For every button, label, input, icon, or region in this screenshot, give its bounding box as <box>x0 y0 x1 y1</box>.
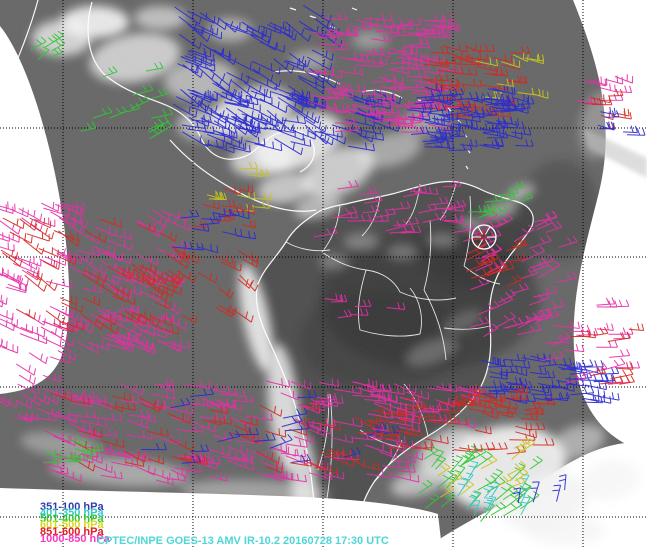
barb-cluster-magenta-band-west <box>364 382 485 432</box>
barb-cluster-green-cyclone <box>418 445 543 523</box>
barb-cluster-blue-topright-edge <box>597 106 646 136</box>
barb-cluster-green-south-pacific <box>42 436 104 463</box>
barb-cluster-magenta-over-edge <box>576 74 634 105</box>
legend-item-1000-850: 1000-850 hPa <box>40 533 110 545</box>
barb-cluster-magenta-ne-brazil <box>463 210 578 346</box>
barb-cluster-magenta-north-coast <box>313 179 476 238</box>
barb-cluster-green-mexico <box>80 61 174 140</box>
barb-cluster-yellow-colombia <box>206 161 273 212</box>
barb-cluster-red-south-atlantic <box>456 385 529 420</box>
legend-item-601-500: 601-500 hPa <box>40 519 104 531</box>
barb-cluster-green-ne <box>468 180 533 219</box>
barb-cluster-magenta-right-mid <box>538 297 641 385</box>
legend-item-851-600: 851-600 hPa <box>40 526 104 538</box>
barb-cluster-red-peru <box>139 249 259 328</box>
barb-cluster-magenta-amazon <box>324 293 406 319</box>
barb-cluster-blue-central-america <box>172 4 343 146</box>
barb-cluster-navy-cyclone <box>512 474 567 504</box>
barb-cluster-green-topleft <box>30 30 66 61</box>
barb-cluster-blue-north-atlantic <box>406 83 535 151</box>
barb-cluster-blue-south-atlantic <box>476 352 620 405</box>
barb-cluster-cyan-cyclone <box>457 460 531 517</box>
barb-cluster-blue-colombia <box>172 208 256 254</box>
barb-cluster-yellow-cyclone <box>437 436 536 498</box>
barb-cluster-red-right-mid <box>570 323 645 385</box>
legend-item-351-100: 351-100 hPa <box>40 501 104 513</box>
barb-cluster-magenta-left-low <box>0 344 78 423</box>
barb-cluster-red-east-pacific <box>0 217 197 335</box>
product-caption: CPTEC/INPE GOES-13 AMV IR-10.2 20160728 … <box>97 535 389 547</box>
barb-cluster-yellow-north-atlantic <box>475 52 549 100</box>
barb-cluster-red-south-pacific <box>50 391 383 474</box>
legend-item-401-350: 401-350 hPa <box>40 507 104 519</box>
legend-item-501-400: 501-400 hPa <box>40 513 104 525</box>
